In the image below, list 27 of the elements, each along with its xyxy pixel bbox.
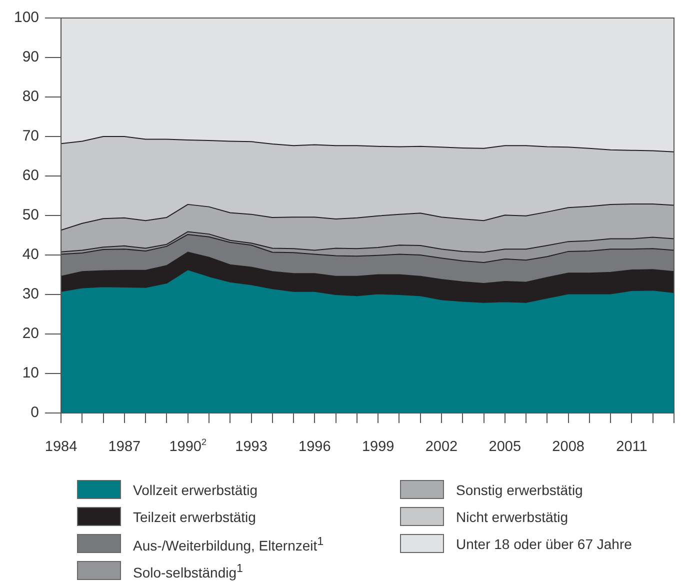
legend-label: Vollzeit erwerbstätig: [133, 482, 258, 498]
x-tick-label: 1984: [44, 439, 78, 455]
legend-label: Teilzeit erwerbstätig: [133, 508, 256, 524]
y-tick-label: 100: [14, 9, 40, 26]
legend-label: Aus-/Weiterbildung, Elternzeit$^{1}$: [133, 534, 324, 554]
y-tick-label: 60: [22, 167, 40, 184]
y-tick-label: 0: [30, 404, 40, 422]
y-tick-label: 80: [22, 88, 40, 106]
x-tick-label: 2011: [616, 439, 648, 455]
legend-label: Unter 18 oder über 67 Jahre: [456, 536, 632, 552]
y-tick-label: 90: [22, 48, 40, 66]
x-tick-label: 1987: [108, 439, 141, 455]
y-tick-label: 50: [22, 206, 40, 224]
x-tick-label: 2002: [425, 439, 458, 455]
y-tick-label: 10: [22, 364, 40, 382]
y-tick-label: 20: [22, 325, 40, 342]
x-tick-label: 2008: [552, 439, 584, 455]
y-tick-label: 30: [22, 286, 40, 303]
x-tick-label: 1999: [362, 439, 394, 455]
x-tick-label: 2005: [488, 439, 522, 455]
x-tick-label: 1996: [298, 439, 331, 455]
legend-label: Solo-selbständig$^{1}$: [133, 560, 243, 580]
y-tick-label: 40: [22, 246, 40, 264]
legend-label: Nicht erwerbstätig: [456, 508, 568, 524]
x-tick-label: 1993: [235, 439, 268, 455]
y-tick-label: 70: [22, 128, 40, 145]
legend-label: Sonstig erwerbstätig: [456, 482, 583, 498]
